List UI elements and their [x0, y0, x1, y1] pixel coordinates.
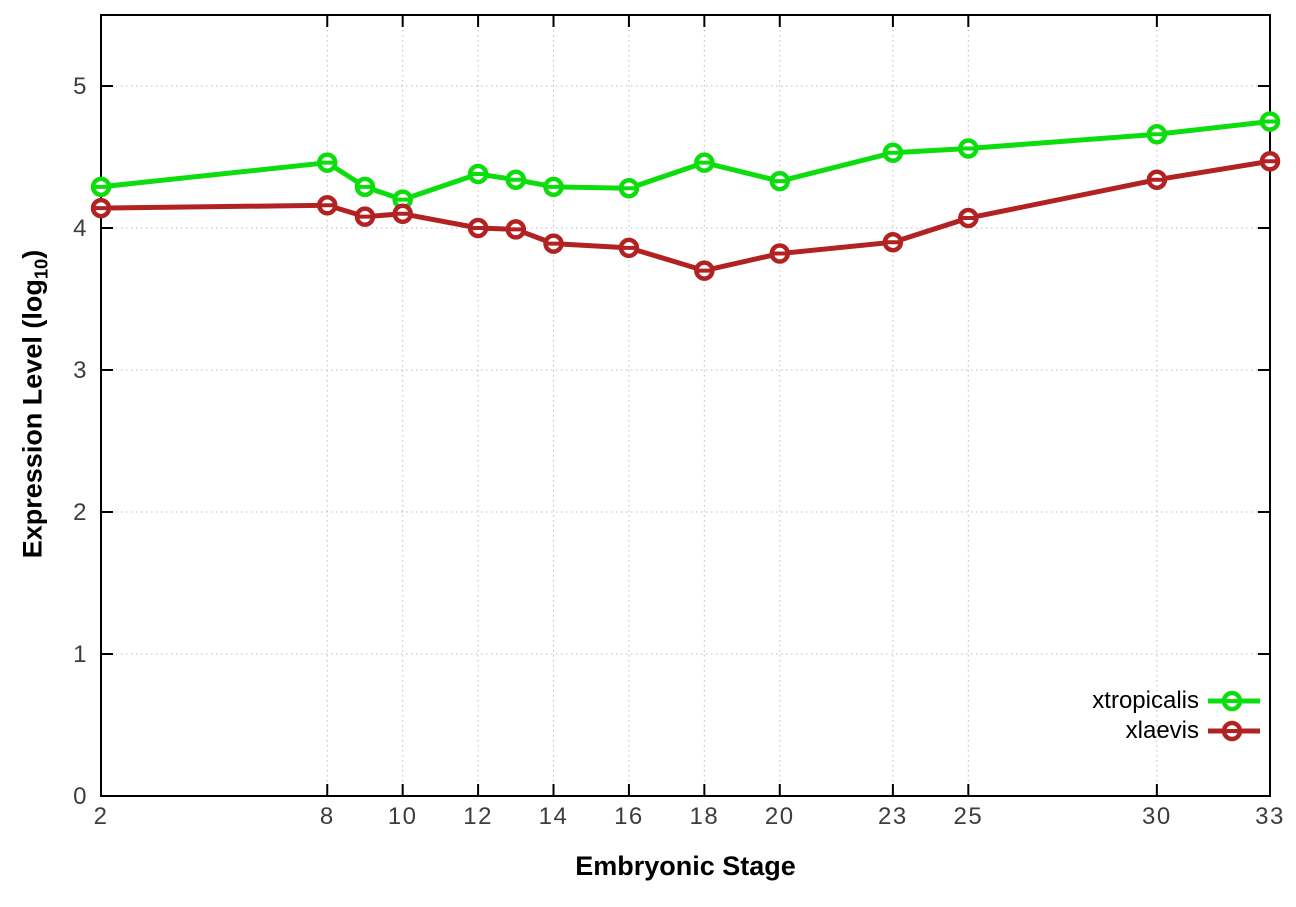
x-tick-label: 14 — [539, 803, 569, 830]
x-tick-label: 18 — [690, 803, 720, 830]
x-tick-label: 12 — [463, 803, 493, 830]
legend-label-xtropicalis: xtropicalis — [1092, 687, 1199, 714]
x-tick-label: 2 — [94, 803, 109, 830]
x-tick-label: 10 — [388, 803, 418, 830]
x-tick-label: 33 — [1255, 803, 1285, 830]
series-line-xtropicalis — [100, 119, 1271, 203]
x-tick-label: 25 — [953, 803, 983, 830]
x-tick-label: 20 — [765, 803, 795, 830]
x-tick-label: 16 — [614, 803, 644, 830]
x-tick-label: 23 — [878, 803, 908, 830]
legend-marker-xtropicalis — [1208, 690, 1260, 712]
legend: xtropicalis xlaevis — [1092, 686, 1260, 746]
y-axis-title: Expression Level (log10) — [17, 250, 52, 559]
legend-marker-xlaevis — [1208, 720, 1260, 742]
y-tick-label: 0 — [73, 783, 88, 810]
y-tick-label: 5 — [73, 73, 88, 100]
legend-row-xlaevis: xlaevis — [1126, 716, 1260, 746]
y-axis-title-text: Expression Level (log — [17, 279, 48, 559]
legend-row-xtropicalis: xtropicalis — [1092, 686, 1260, 716]
legend-label-xlaevis: xlaevis — [1125, 717, 1199, 744]
series-line-xlaevis — [100, 158, 1271, 274]
x-tick-label: 8 — [320, 803, 335, 830]
x-tick-label: 30 — [1142, 803, 1172, 830]
y-tick-label: 2 — [73, 499, 88, 526]
x-axis-title: Embryonic Stage — [575, 851, 796, 881]
plot-border — [100, 14, 1271, 797]
y-tick-label: 3 — [73, 357, 88, 384]
y-axis-title-suffix: ) — [17, 249, 48, 259]
y-axis-title-subscript: 10 — [30, 258, 52, 280]
y-tick-label: 1 — [73, 641, 88, 668]
y-tick-label: 4 — [73, 215, 88, 242]
